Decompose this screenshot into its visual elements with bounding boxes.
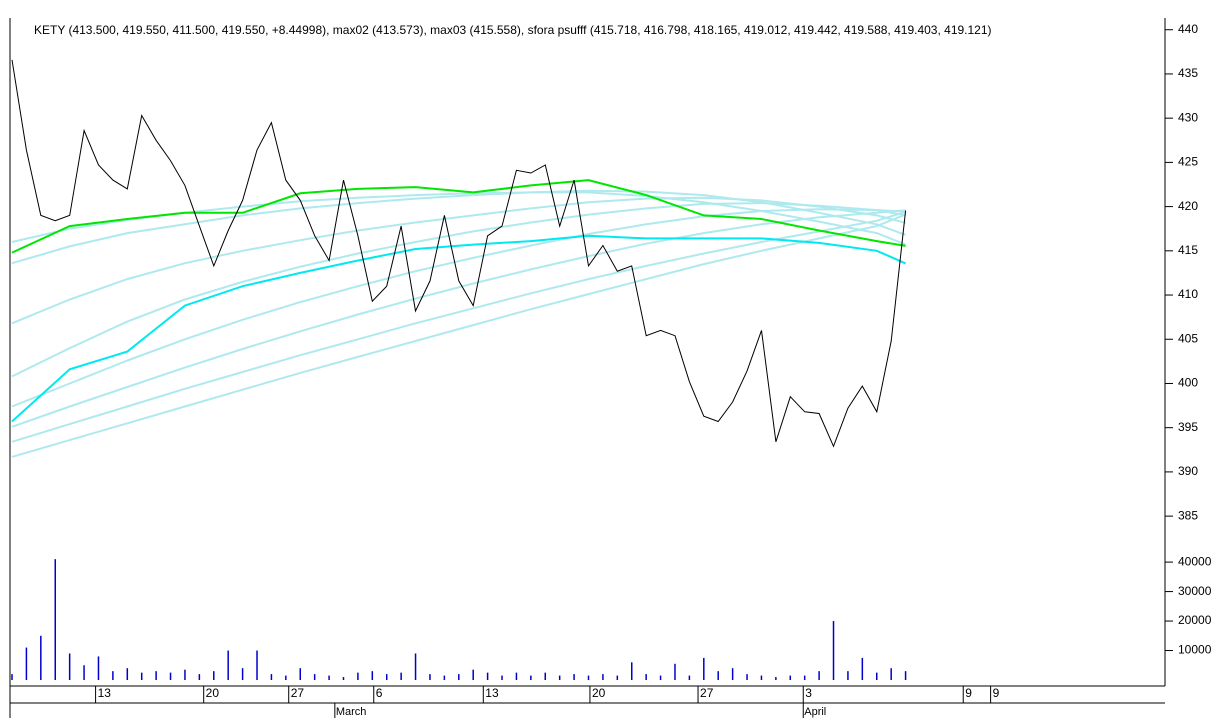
x-tick-label: 20 — [592, 686, 606, 700]
average-line — [11, 213, 906, 458]
y-tick-label: 10000 — [1178, 643, 1212, 657]
y-tick-label: 430 — [1178, 110, 1198, 124]
x-tick-label: 27 — [700, 686, 714, 700]
x-tick-label: 27 — [291, 686, 305, 700]
average-line — [11, 234, 907, 423]
x-tick-label: 9 — [993, 686, 1000, 700]
average-line — [11, 196, 906, 325]
average-line — [11, 202, 906, 378]
price-line — [11, 59, 907, 448]
y-tick-label: 425 — [1178, 155, 1198, 169]
y-tick-label: 400 — [1178, 376, 1198, 390]
y-tick-label: 405 — [1178, 331, 1198, 345]
average-line — [11, 208, 906, 408]
x-tick-label: 9 — [965, 686, 972, 700]
x-tick-label: 13 — [98, 686, 112, 700]
y-tick-label: 415 — [1178, 243, 1198, 257]
y-tick-label: 440 — [1178, 22, 1198, 36]
x-tick-label: 6 — [376, 686, 383, 700]
chart-title: KETY (413.500, 419.550, 411.500, 419.550… — [34, 23, 992, 37]
average-line — [11, 189, 906, 265]
y-tick-label: 20000 — [1178, 613, 1212, 627]
y-tick-label: 30000 — [1178, 584, 1212, 598]
month-label: March — [336, 706, 367, 718]
y-tick-label: 390 — [1178, 464, 1198, 478]
y-tick-label: 385 — [1178, 508, 1198, 522]
y-tick-label: 40000 — [1178, 554, 1212, 568]
y-tick-label: 395 — [1178, 420, 1198, 434]
average-line — [11, 179, 906, 254]
average-line — [11, 209, 906, 428]
month-label: April — [804, 706, 826, 718]
y-tick-label: 435 — [1178, 66, 1198, 80]
average-line — [11, 210, 906, 443]
y-tick-label: 410 — [1178, 287, 1198, 301]
y-tick-label: 420 — [1178, 199, 1198, 213]
x-tick-label: 20 — [206, 686, 220, 700]
x-tick-label: 13 — [485, 686, 499, 700]
x-tick-label: 3 — [805, 686, 812, 700]
average-line — [11, 191, 906, 246]
